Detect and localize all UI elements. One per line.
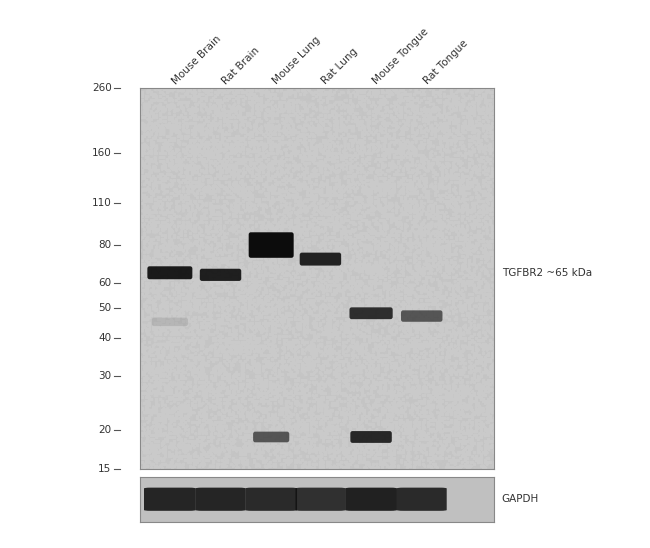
FancyBboxPatch shape	[401, 310, 443, 322]
FancyBboxPatch shape	[300, 253, 341, 266]
Text: 40: 40	[98, 333, 112, 342]
Text: Rat Lung: Rat Lung	[320, 47, 360, 86]
Text: Mouse Lung: Mouse Lung	[271, 35, 322, 86]
FancyBboxPatch shape	[148, 266, 192, 279]
Text: 110: 110	[92, 197, 112, 208]
FancyBboxPatch shape	[345, 488, 397, 511]
FancyBboxPatch shape	[396, 488, 447, 511]
Text: 60: 60	[98, 278, 112, 288]
Text: Rat Tongue: Rat Tongue	[422, 38, 470, 86]
FancyBboxPatch shape	[350, 431, 392, 443]
FancyBboxPatch shape	[249, 232, 294, 258]
Text: 20: 20	[98, 425, 112, 435]
Text: 15: 15	[98, 464, 112, 473]
Text: 30: 30	[98, 371, 112, 381]
FancyBboxPatch shape	[200, 269, 241, 281]
Text: GAPDH: GAPDH	[502, 494, 539, 504]
Text: 80: 80	[98, 240, 112, 250]
FancyBboxPatch shape	[296, 488, 345, 511]
Text: 50: 50	[98, 303, 112, 313]
FancyBboxPatch shape	[152, 318, 188, 326]
FancyBboxPatch shape	[144, 488, 196, 511]
FancyBboxPatch shape	[253, 432, 289, 442]
FancyBboxPatch shape	[350, 307, 393, 319]
Text: Rat Brain: Rat Brain	[220, 45, 261, 86]
Text: Mouse Tongue: Mouse Tongue	[371, 27, 430, 86]
Text: Mouse Brain: Mouse Brain	[170, 33, 222, 86]
FancyBboxPatch shape	[196, 488, 246, 511]
Text: TGFBR2 ~65 kDa: TGFBR2 ~65 kDa	[502, 268, 592, 278]
Text: 260: 260	[92, 83, 112, 93]
Text: 160: 160	[92, 147, 112, 157]
FancyBboxPatch shape	[245, 488, 297, 511]
